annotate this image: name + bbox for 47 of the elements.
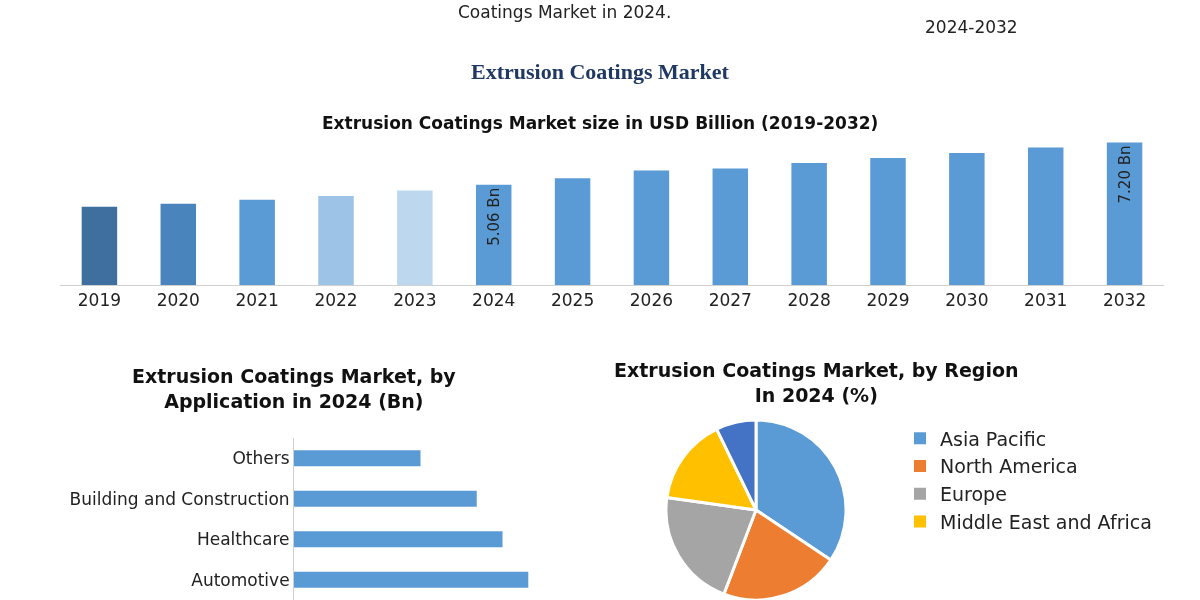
- x-tick-label: 2028: [787, 290, 831, 311]
- bar: [1027, 147, 1064, 285]
- data-label: 7.20 Bn: [1115, 145, 1134, 204]
- chart-title: Extrusion Coatings Market, by Region In 2024 (%): [614, 359, 1019, 406]
- x-tick-label: 2032: [1102, 290, 1147, 311]
- x-tick-label: 2023: [393, 290, 437, 311]
- bar: [397, 190, 433, 285]
- chart-title: Extrusion Coatings Market, by Application in 2024 (Bn): [132, 365, 457, 412]
- y-tick-label: Healthcare: [196, 529, 290, 550]
- x-tick-label: 2026: [629, 290, 674, 311]
- y-tick-label: Building and Construction: [69, 488, 290, 509]
- data-label: 5.06 Bn: [484, 187, 503, 246]
- x-tick-label: 2025: [550, 290, 595, 311]
- legend-label: Europe: [940, 483, 1007, 506]
- x-tick-label: 2024: [472, 290, 516, 311]
- legend-label: North America: [940, 455, 1078, 478]
- x-tick-label: 2022: [314, 290, 358, 311]
- text: 2024-2032: [925, 17, 1018, 37]
- x-tick-label: 2027: [708, 290, 752, 311]
- bar: [712, 168, 749, 285]
- bar: [160, 203, 197, 285]
- bar: [239, 199, 275, 285]
- y-tick-label: Automotive: [191, 569, 290, 590]
- chart-title: Extrusion Coatings Market: [471, 59, 730, 84]
- bar: [1106, 142, 1143, 285]
- x-tick-label: 2019: [77, 290, 122, 311]
- bar: [949, 152, 985, 285]
- x-tick-label: 2020: [156, 290, 200, 311]
- legend-label: Asia Pacific: [940, 427, 1047, 450]
- bar: [81, 206, 118, 285]
- x-tick-label: 2021: [235, 290, 279, 311]
- x-tick-label: 2029: [866, 290, 910, 311]
- legend-label: Middle East and Africa: [940, 510, 1152, 533]
- bar: [294, 490, 477, 507]
- y-tick-label: Others: [232, 448, 290, 469]
- x-tick-label: 2031: [1024, 290, 1068, 311]
- x-tick-label: 2030: [945, 290, 989, 311]
- text: Coatings Market in 2024.: [458, 2, 672, 22]
- bar: [633, 170, 670, 285]
- bar: [294, 571, 529, 588]
- bar: [294, 531, 503, 548]
- bar: [318, 195, 354, 285]
- bar: [294, 450, 421, 467]
- chart-subtitle: Extrusion Coatings Market size in USD Billion (2019-2032): [322, 113, 879, 133]
- bar: [791, 162, 827, 285]
- bar: [554, 178, 591, 285]
- bar: [870, 157, 906, 285]
